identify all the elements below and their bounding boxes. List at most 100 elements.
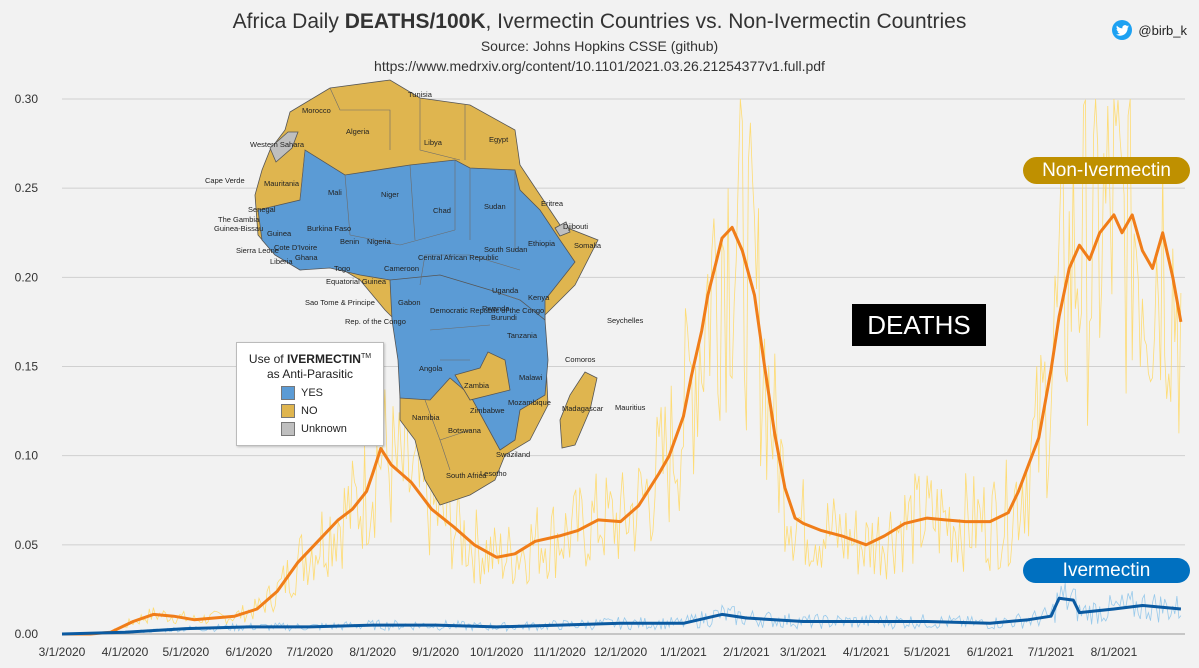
y-tick-label: 0.05 xyxy=(15,538,39,552)
map-label: Ethiopia xyxy=(528,239,556,248)
africa-map: Tunisia Morocco Algeria Libya Egypt Western S… xyxy=(205,79,646,506)
map-label: Burkina Faso xyxy=(307,224,351,233)
y-tick-label: 0.15 xyxy=(15,360,39,374)
chart-title: Africa Daily DEATHS/100K, Ivermectin Cou… xyxy=(0,8,1199,36)
y-tick-label: 0.20 xyxy=(15,270,39,284)
x-tick-label: 5/1/2021 xyxy=(904,645,951,659)
map-label: Ghana xyxy=(295,253,318,262)
map-label-group: Tunisia Morocco Algeria Libya Egypt Western S… xyxy=(205,90,646,480)
title-bold: DEATHS/100K xyxy=(344,10,486,33)
map-label: Mauritius xyxy=(615,403,646,412)
map-label: Zimbabwe xyxy=(470,406,505,415)
legend-title: Use of IVERMECTINTM as Anti-Parasitic xyxy=(237,349,383,382)
map-label: South Sudan xyxy=(484,245,527,254)
map-label: Niger xyxy=(381,190,399,199)
average-lines xyxy=(61,213,1183,636)
map-label: Eritrea xyxy=(541,199,564,208)
map-label: Tanzania xyxy=(507,331,538,340)
map-label: Guinea-Bissau xyxy=(214,224,263,233)
ivermectin-average-line xyxy=(61,596,1182,636)
map-label: Somalia xyxy=(574,241,602,250)
map-label: Rep. of the Congo xyxy=(345,317,406,326)
x-tick-label: 1/1/2021 xyxy=(660,645,707,659)
y-axis-ticks: 0.00 0.05 0.10 0.15 0.20 0.25 0.30 xyxy=(15,92,39,641)
map-label: Burundi xyxy=(491,313,517,322)
western-sahara-unknown xyxy=(269,131,299,163)
legend-swatch-unknown xyxy=(281,422,295,436)
map-label: Angola xyxy=(419,364,443,373)
ivermectin-series-label: Ivermectin xyxy=(1023,558,1190,583)
legend-title-prefix: Use of xyxy=(248,352,287,366)
legend-swatch-no xyxy=(281,404,295,418)
map-label: Uganda xyxy=(492,286,519,295)
x-tick-label: 7/1/2021 xyxy=(1028,645,1075,659)
legend-tm: TM xyxy=(360,353,372,360)
map-label: Western Sahara xyxy=(250,140,305,149)
map-label: Cameroon xyxy=(384,264,419,273)
map-label: Mozambique xyxy=(508,398,551,407)
legend-label-yes: YES xyxy=(301,387,324,399)
map-label: Zambia xyxy=(464,381,490,390)
map-label: Sierra Leone xyxy=(236,246,279,255)
x-tick-label: 5/1/2020 xyxy=(163,645,210,659)
map-label: Equatorial Guinea xyxy=(326,277,387,286)
chart-url: https://www.medrxiv.org/content/10.1101/… xyxy=(374,58,825,74)
map-label: Kenya xyxy=(528,293,550,302)
map-label: Democratic Republic of the Congo xyxy=(430,306,544,315)
title-prefix: Africa Daily xyxy=(232,10,345,33)
map-label: South Africa xyxy=(446,471,487,480)
x-tick-label: 3/1/2021 xyxy=(780,645,827,659)
x-tick-label: 11/1/2020 xyxy=(533,645,586,659)
map-label: Gabon xyxy=(398,298,421,307)
map-label: Comoros xyxy=(565,355,596,364)
map-label: Djibouti xyxy=(563,222,588,231)
legend-title-bold: IVERMECTIN xyxy=(286,352,361,366)
handle-text: @birb_k xyxy=(1138,22,1187,38)
x-tick-label: 6/1/2020 xyxy=(225,645,272,659)
non-ivermectin-series-label: Non-Ivermectin xyxy=(1023,157,1190,184)
djibouti-unknown xyxy=(554,221,571,237)
x-tick-label: 9/1/2020 xyxy=(412,645,459,659)
map-legend: Use of IVERMECTINTM as Anti-Parasitic YE… xyxy=(236,342,384,446)
x-tick-label: 12/1/2020 xyxy=(594,645,648,659)
map-label: Libya xyxy=(424,138,443,147)
map-label: Chad xyxy=(433,206,451,215)
deaths-label: DEATHS xyxy=(852,304,986,346)
map-label: Botswana xyxy=(448,426,482,435)
legend-item-no: NO xyxy=(281,404,383,418)
x-tick-label: 2/1/2021 xyxy=(723,645,770,659)
y-tick-label: 0.10 xyxy=(15,449,39,463)
map-label: Egypt xyxy=(489,135,509,144)
map-label: Sao Tome & Principe xyxy=(305,298,375,307)
east-africa-no xyxy=(454,351,511,401)
x-tick-label: 6/1/2021 xyxy=(967,645,1014,659)
x-tick-label: 4/1/2021 xyxy=(843,645,890,659)
x-tick-label: 3/1/2020 xyxy=(39,645,86,659)
y-tick-label: 0.30 xyxy=(15,92,39,106)
map-label: Liberia xyxy=(270,257,293,266)
map-label: Tunisia xyxy=(408,90,433,99)
legend-label-no: NO xyxy=(301,405,318,417)
y-tick-label: 0.00 xyxy=(15,627,39,641)
map-label: Lesotho xyxy=(480,469,507,478)
map-label: Seychelles xyxy=(607,316,644,325)
legend-item-yes: YES xyxy=(281,386,383,400)
chart-source: Source: Johns Hopkins CSSE (github) xyxy=(480,38,719,54)
title-suffix: , Ivermectin Countries vs. Non-Ivermecti… xyxy=(485,10,967,33)
x-tick-label: 8/1/2020 xyxy=(349,645,396,659)
map-label: Senegal xyxy=(248,205,276,214)
legend-swatch-yes xyxy=(281,386,295,400)
map-label: Sudan xyxy=(484,202,506,211)
country-borders xyxy=(299,87,521,471)
map-label: Togo xyxy=(334,264,350,273)
map-label: Malawi xyxy=(519,373,543,382)
map-label: Central African Republic xyxy=(418,253,499,262)
x-tick-label: 7/1/2020 xyxy=(286,645,333,659)
chart-title-block: Africa Daily DEATHS/100K, Ivermectin Cou… xyxy=(0,8,1199,76)
map-label: Morocco xyxy=(302,106,331,115)
map-label: Namibia xyxy=(412,413,440,422)
map-label: Cape Verde xyxy=(205,176,245,185)
x-tick-label: 8/1/2021 xyxy=(1091,645,1138,659)
map-label: Rwanda xyxy=(482,304,510,313)
